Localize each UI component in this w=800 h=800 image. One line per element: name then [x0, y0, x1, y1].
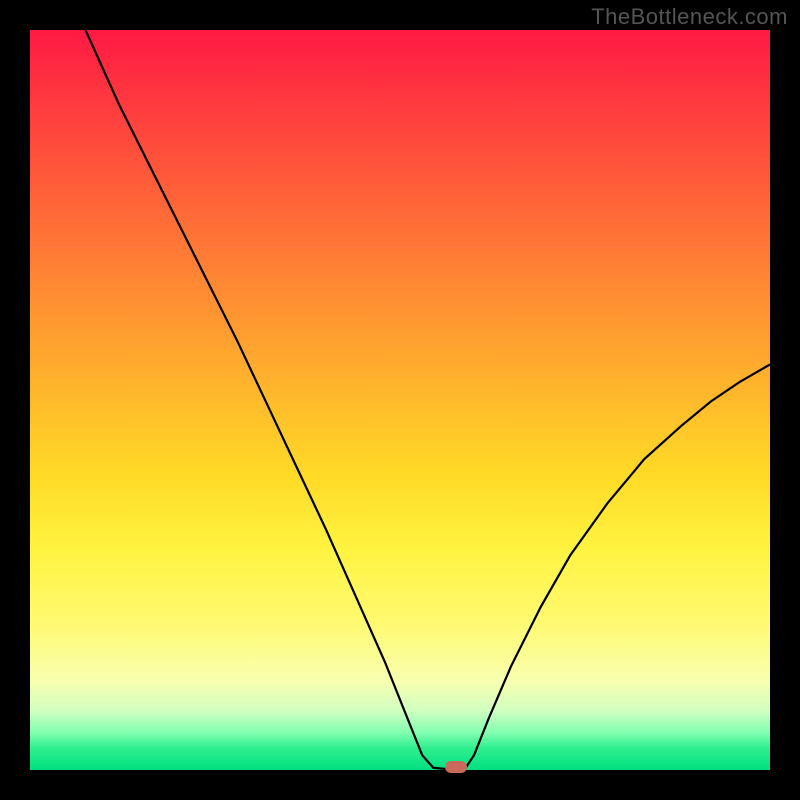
plot-area: [30, 30, 770, 770]
watermark-text: TheBottleneck.com: [591, 4, 788, 30]
curve-line: [86, 30, 771, 769]
bottleneck-curve: [30, 30, 770, 770]
optimal-point-marker: [445, 761, 467, 773]
